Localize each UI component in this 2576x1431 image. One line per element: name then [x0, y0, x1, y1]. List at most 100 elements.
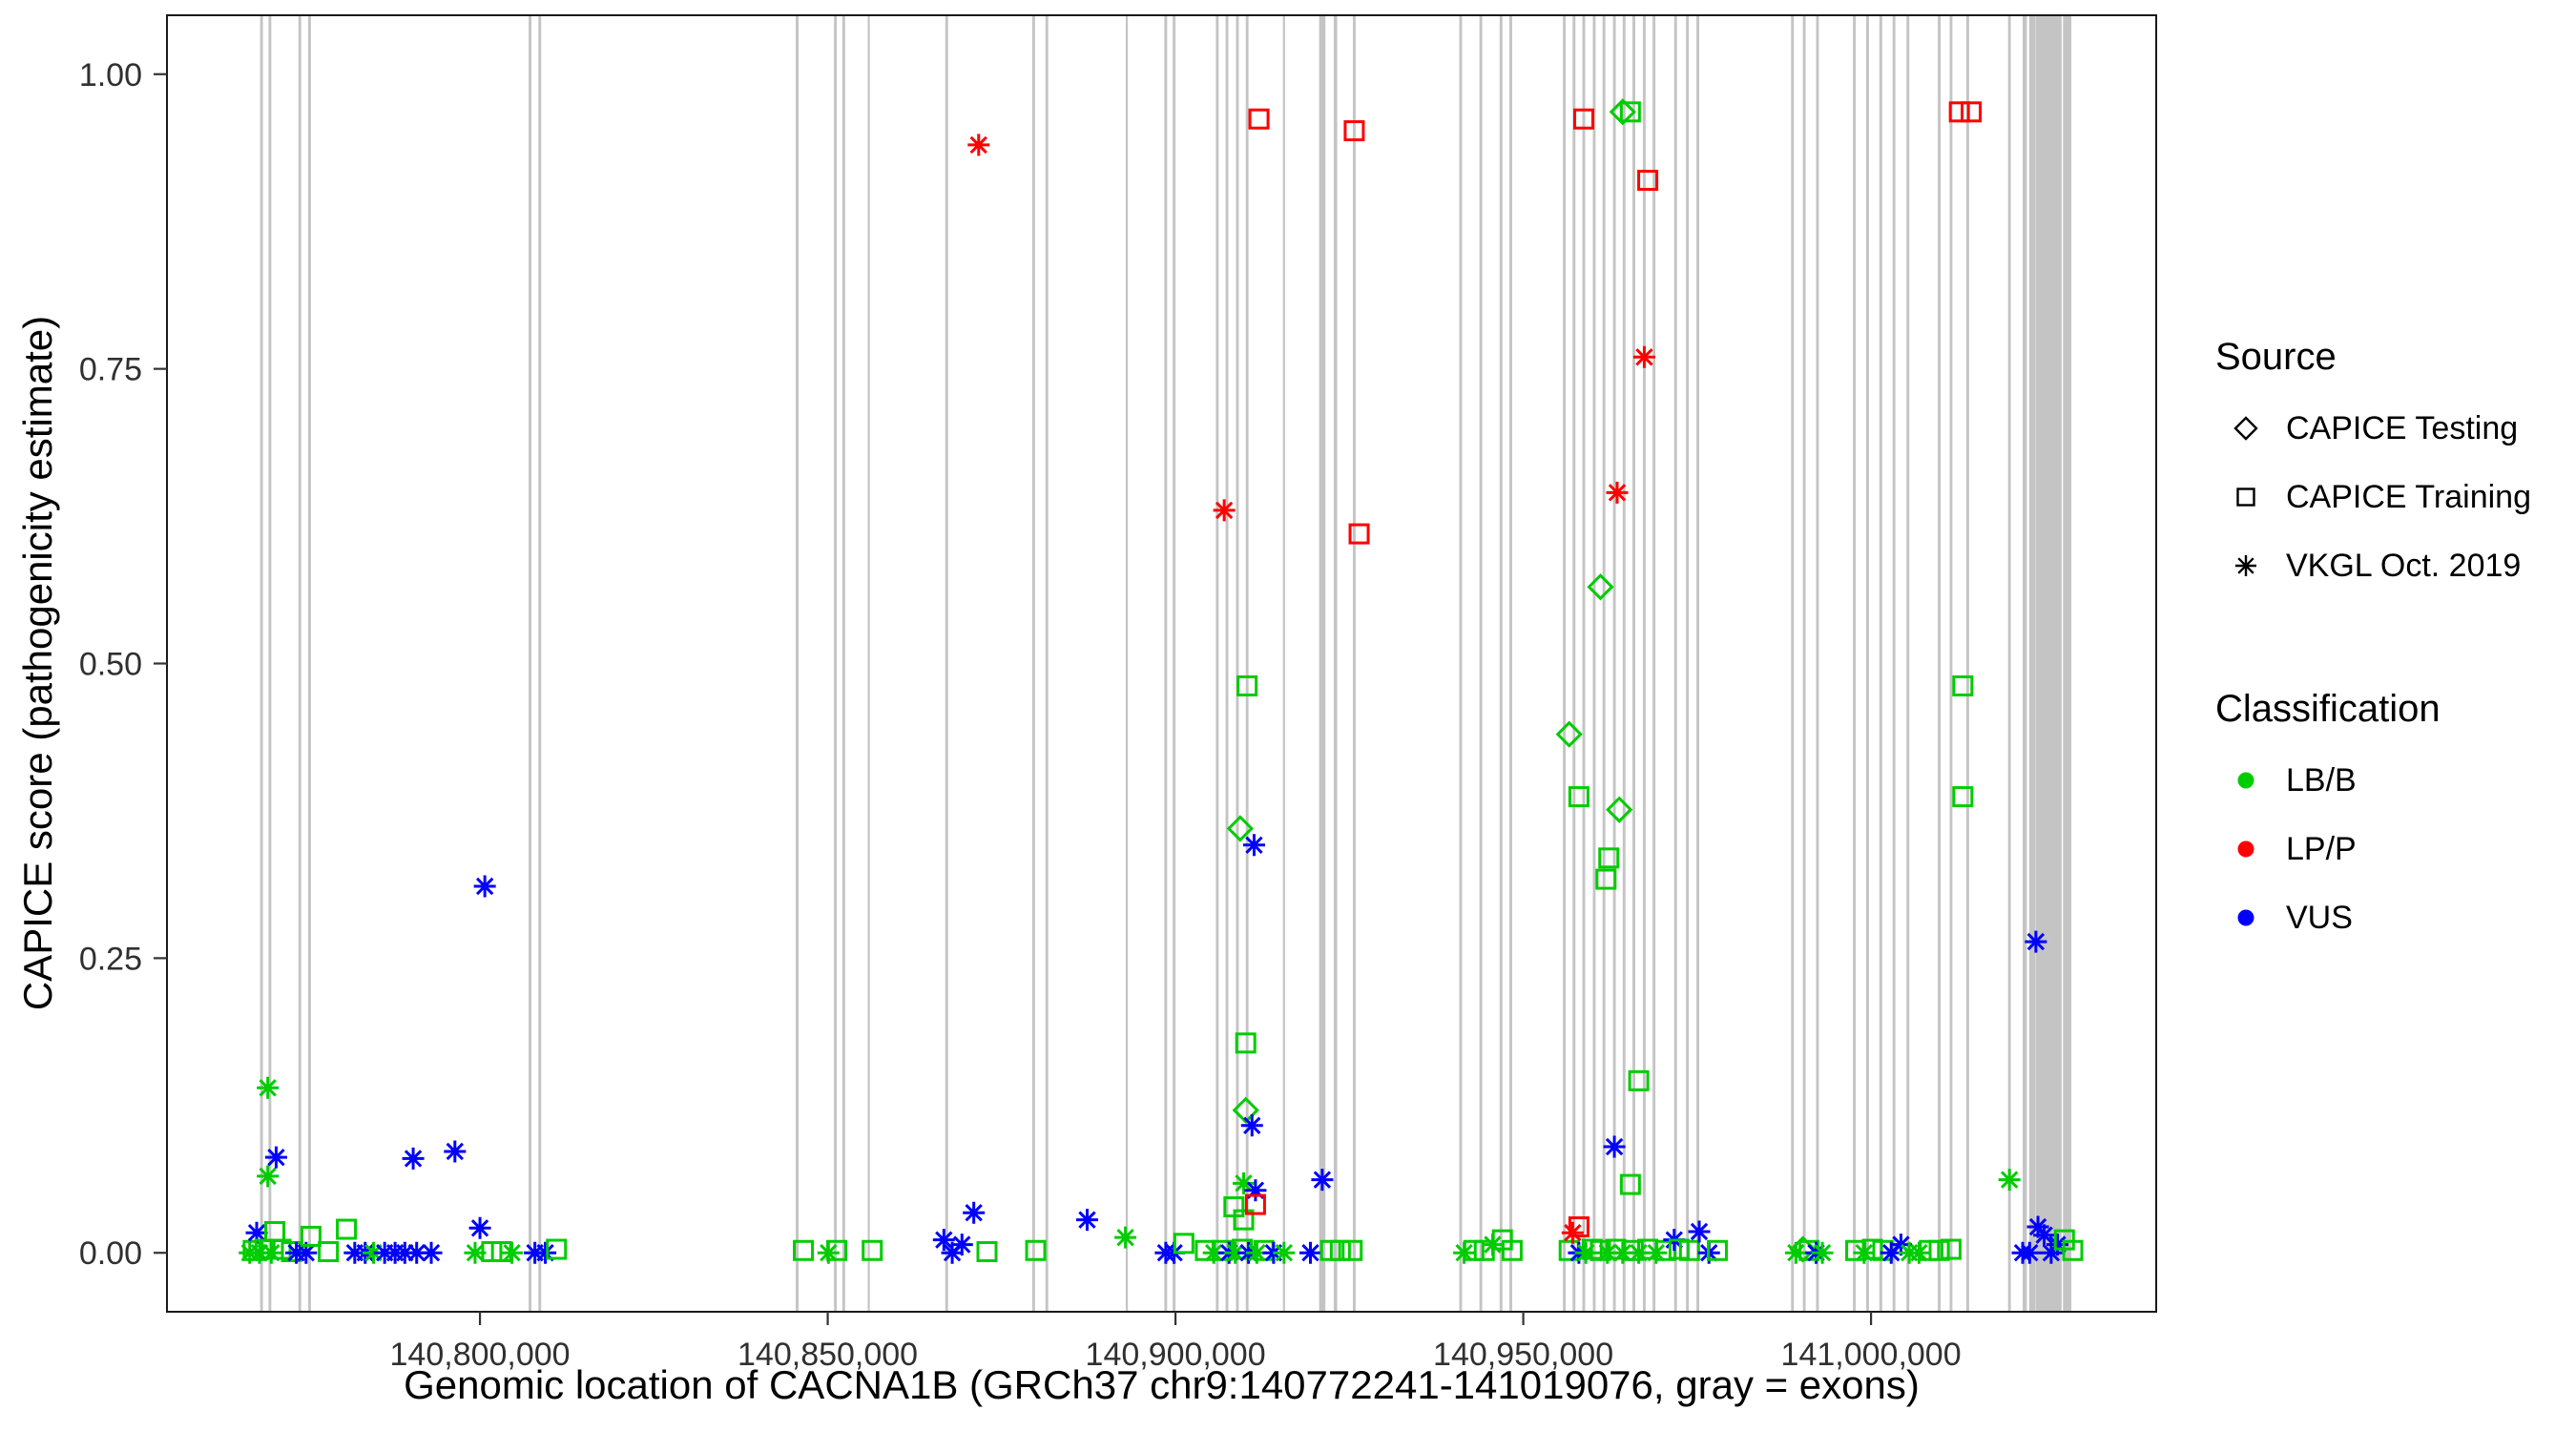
exon-band	[1791, 15, 1795, 1312]
data-point-asterisk	[248, 1241, 271, 1264]
exon-band	[1622, 15, 1626, 1312]
legend-title-classification: Classification	[2215, 688, 2441, 730]
exon-band	[1459, 15, 1463, 1312]
exon-band	[1582, 15, 1586, 1312]
exon-band	[1938, 15, 1942, 1312]
data-point-asterisk	[2018, 1241, 2041, 1264]
exon-band	[1125, 15, 1129, 1312]
exon-band	[796, 15, 799, 1312]
exon-band	[841, 15, 845, 1312]
exon-band	[867, 15, 870, 1312]
exon-band	[1563, 15, 1567, 1312]
exon-band	[1352, 15, 1356, 1312]
data-point-square	[1940, 1238, 1962, 1260]
data-point-square	[1173, 1233, 1195, 1255]
data-point-square	[826, 1239, 848, 1261]
diamond-icon	[2233, 416, 2258, 441]
data-point-square	[1619, 1173, 1641, 1195]
exon-band	[1499, 15, 1503, 1312]
data-point-square	[1928, 1239, 1950, 1261]
exon-band	[1816, 15, 1819, 1312]
exon-band	[268, 15, 272, 1312]
x-tick-label: 140,850,000	[737, 1337, 918, 1373]
y-tick-label: 0.00	[79, 1235, 142, 1272]
data-point-square	[1235, 1032, 1257, 1054]
data-point-square	[862, 1239, 883, 1261]
exon-band	[1879, 15, 1882, 1312]
data-point-asterisk	[967, 134, 990, 156]
exon-band	[538, 15, 542, 1312]
legend-item-lpp: LP/P	[2215, 815, 2568, 883]
data-point-asterisk	[464, 1241, 487, 1264]
x-axis-title: Genomic location of CACNA1B (GRCh37 chr9…	[404, 1362, 1920, 1407]
data-point-diamond	[1609, 98, 1636, 126]
data-point-asterisk	[1561, 1221, 1584, 1244]
data-point-square	[1619, 101, 1641, 123]
y-tick-label: 0.50	[79, 647, 142, 683]
data-point-asterisk	[534, 1241, 557, 1264]
exon-band	[1319, 15, 1326, 1312]
data-point-asterisk	[405, 1241, 428, 1264]
data-point-asterisk	[950, 1234, 973, 1256]
exon-band	[1225, 15, 1229, 1312]
exon-band	[2035, 15, 2047, 1312]
exon-band	[1865, 15, 1869, 1312]
exon-band	[298, 15, 301, 1312]
legend-label: CAPICE Testing	[2286, 409, 2519, 446]
data-point-asterisk	[1273, 1241, 1296, 1264]
exon-band	[2028, 15, 2036, 1312]
legend-group-source: Source CAPICE Testing CAPICE Training VK…	[2215, 336, 2568, 600]
x-tick-label: 141,000,000	[1781, 1337, 1962, 1373]
exon-band	[529, 15, 532, 1312]
data-point-square	[793, 1239, 815, 1261]
data-point-asterisk	[245, 1221, 268, 1244]
data-point-square	[1568, 786, 1589, 808]
legend-item-vkgl: VKGL Oct. 2019	[2215, 531, 2568, 600]
exon-band	[1642, 15, 1646, 1312]
legend-label: CAPICE Training	[2286, 478, 2531, 515]
data-point-asterisk	[264, 1146, 287, 1169]
exon-band	[1236, 15, 1239, 1312]
data-point-diamond	[1232, 1096, 1259, 1124]
data-point-asterisk	[1811, 1241, 1834, 1264]
exon-band	[1509, 15, 1512, 1312]
x-tick-label: 140,800,000	[390, 1337, 571, 1373]
data-point-square	[546, 1238, 568, 1260]
exon-band	[1802, 15, 1806, 1312]
data-point-asterisk	[1606, 481, 1629, 504]
legend-title-source: Source	[2215, 336, 2337, 378]
data-point-square	[1025, 1239, 1047, 1261]
blue-dot-icon	[2237, 909, 2254, 926]
data-point-square	[1236, 674, 1258, 696]
data-point-asterisk	[1311, 1169, 1334, 1192]
data-point-asterisk	[1244, 1179, 1267, 1202]
data-point-square	[1348, 523, 1370, 545]
square-icon	[2236, 487, 2255, 507]
data-point-asterisk	[963, 1201, 986, 1224]
exon-band	[1652, 15, 1656, 1312]
data-point-square	[1233, 1209, 1255, 1231]
data-point-square	[1678, 1239, 1700, 1261]
data-point-asterisk	[402, 1147, 425, 1170]
exon-band	[1045, 15, 1049, 1312]
exon-band	[1965, 15, 1969, 1312]
exon-band	[1673, 15, 1677, 1312]
data-point-asterisk	[1603, 1135, 1626, 1158]
exon-band	[1245, 15, 1249, 1312]
data-point-square	[1244, 1193, 1266, 1215]
green-dot-icon	[2237, 772, 2254, 789]
data-point-asterisk	[257, 1165, 280, 1188]
exon-band	[1164, 15, 1168, 1312]
exon-band	[945, 15, 948, 1312]
data-point-square	[2062, 1239, 2084, 1261]
exon-band	[2046, 15, 2062, 1312]
exon-band	[1686, 15, 1690, 1312]
data-point-asterisk	[1574, 1241, 1597, 1264]
data-point-asterisk	[501, 1241, 524, 1264]
y-tick-label: 0.75	[79, 352, 142, 388]
data-point-asterisk	[1233, 1172, 1256, 1194]
data-point-asterisk	[473, 875, 496, 898]
data-point-asterisk	[1245, 1241, 1268, 1264]
data-point-asterisk	[2025, 930, 2047, 953]
